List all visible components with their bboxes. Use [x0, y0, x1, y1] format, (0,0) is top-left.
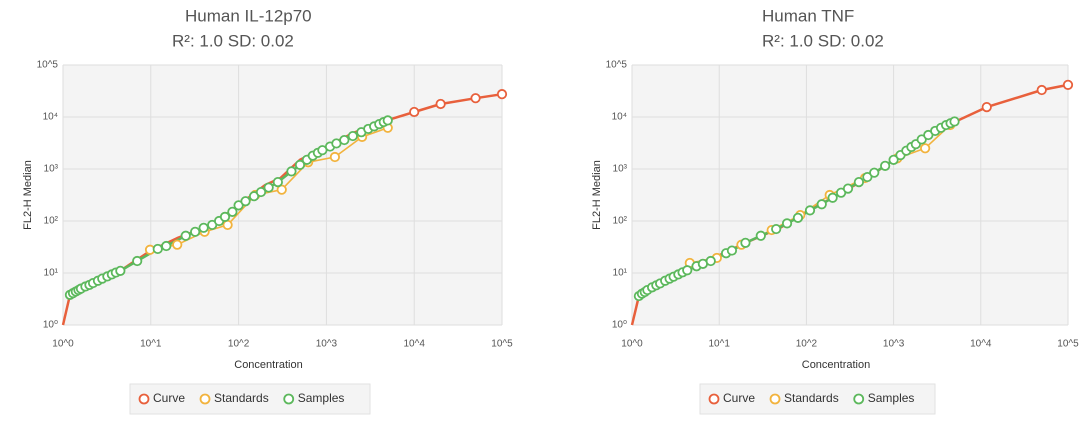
y-tick-label: 10⁰ [43, 320, 58, 331]
point [382, 115, 393, 126]
legend-marker [769, 393, 781, 405]
x-tick-label: 10^4 [970, 339, 992, 350]
point [842, 183, 854, 194]
point [263, 182, 274, 193]
x-tick-label: 10^4 [404, 339, 426, 350]
point [816, 199, 827, 210]
x-tick-label: 10^1 [140, 339, 162, 350]
point [981, 102, 992, 113]
point [276, 184, 287, 195]
point [286, 166, 297, 177]
point [869, 167, 880, 178]
y-tick-label: 10² [44, 216, 59, 227]
point [294, 159, 306, 170]
x-axis-label: Concentration [802, 359, 871, 371]
y-tick-label: 10⁴ [43, 112, 58, 123]
point [222, 219, 233, 231]
point [771, 223, 782, 235]
point [227, 206, 238, 217]
y-tick-label: 10³ [44, 164, 59, 175]
point [827, 192, 838, 203]
point [132, 255, 143, 267]
point [329, 151, 341, 163]
point [862, 171, 873, 183]
legend-box [129, 383, 371, 415]
point [190, 226, 201, 237]
point [792, 212, 804, 223]
point [949, 116, 960, 127]
y-tick-label: 10^5 [606, 60, 628, 71]
point [339, 134, 350, 146]
point [920, 143, 931, 154]
point [161, 240, 172, 252]
legend-marker [138, 393, 150, 405]
point [435, 98, 446, 110]
point [240, 196, 251, 207]
chart-title: Human TNF [762, 6, 854, 25]
point [888, 154, 899, 165]
point [152, 243, 163, 255]
legend-label: Curve [153, 391, 185, 405]
legend-label: Standards [784, 391, 839, 405]
point [740, 237, 751, 248]
point [1036, 84, 1047, 96]
x-tick-label: 10^5 [491, 339, 513, 350]
point [682, 265, 693, 276]
point [255, 186, 267, 198]
legend-marker [708, 393, 720, 405]
y-axis-label: FL2-H Median [591, 160, 603, 230]
point [880, 160, 891, 171]
legend-marker [199, 393, 211, 405]
y-tick-label: 10¹ [613, 268, 628, 279]
legend-label: Samples [298, 391, 345, 405]
point [755, 230, 766, 241]
chart-subtitle: R²: 1.0 SD: 0.02 [762, 31, 884, 50]
point [409, 106, 420, 118]
x-tick-label: 10^2 [796, 339, 818, 350]
x-tick-label: 10^2 [228, 339, 250, 350]
x-axis-label: Concentration [234, 359, 303, 371]
point [180, 230, 191, 241]
x-tick-label: 10^0 [52, 339, 74, 350]
point [1062, 79, 1074, 90]
legend-box [699, 383, 936, 415]
y-tick-label: 10² [613, 216, 628, 227]
point [726, 245, 738, 256]
point [198, 222, 209, 233]
y-axis-label: FL2-H Median [22, 160, 34, 230]
chart-title: Human IL-12p70 [185, 6, 312, 25]
legend-label: Samples [868, 391, 915, 405]
legend-marker [853, 393, 865, 405]
legend-label: Curve [723, 391, 755, 405]
point [781, 218, 793, 229]
legend-label: Standards [214, 391, 269, 405]
point [470, 93, 481, 104]
x-tick-label: 10^0 [621, 339, 643, 350]
point [115, 265, 126, 276]
x-tick-label: 10^3 [316, 339, 338, 350]
chart-subtitle: R²: 1.0 SD: 0.02 [172, 31, 294, 50]
point [804, 205, 816, 216]
point [853, 176, 864, 188]
y-tick-label: 10⁰ [612, 320, 627, 331]
plot-area [632, 65, 1068, 325]
point [705, 255, 716, 267]
point [272, 176, 283, 188]
point [172, 239, 183, 250]
legend-marker [283, 393, 295, 405]
point [347, 130, 358, 142]
y-tick-label: 10¹ [44, 268, 59, 279]
y-tick-label: 10⁴ [612, 112, 627, 123]
x-tick-label: 10^5 [1057, 339, 1079, 350]
point [219, 211, 231, 222]
x-tick-label: 10^3 [883, 339, 905, 350]
point [496, 89, 508, 100]
y-tick-label: 10³ [613, 164, 628, 175]
y-tick-label: 10^5 [37, 60, 59, 71]
x-tick-label: 10^1 [709, 339, 731, 350]
